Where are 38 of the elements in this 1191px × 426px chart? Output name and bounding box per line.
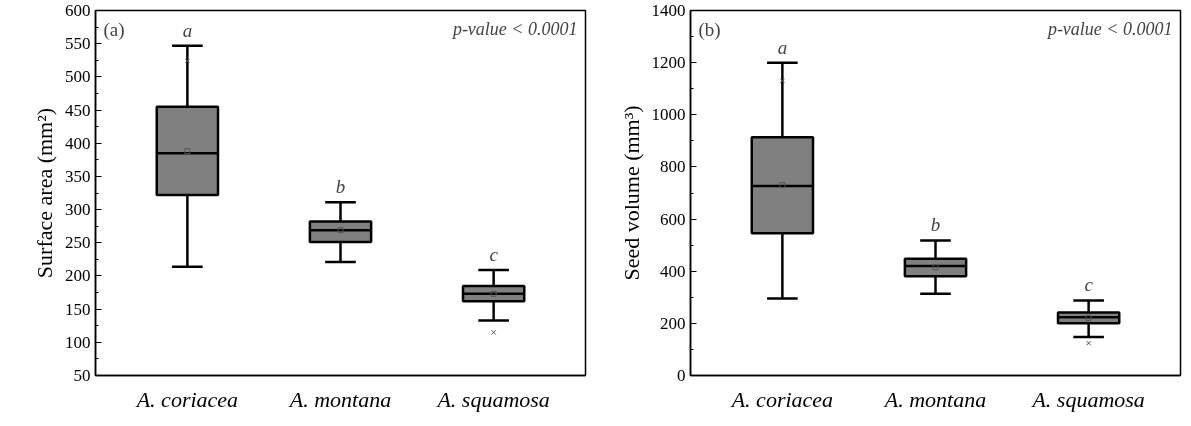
y-tick-label: 350 xyxy=(65,166,91,186)
x-tick-label: A. squamosa xyxy=(1030,386,1145,412)
y-tick-label: 200 xyxy=(65,266,91,286)
y-tick-label: 300 xyxy=(65,200,91,220)
y-tick-label: 250 xyxy=(65,233,91,253)
y-tick-label: 100 xyxy=(65,332,91,352)
annotation: (b) xyxy=(698,18,721,41)
x-tick-label: A. coriacea xyxy=(729,386,834,412)
y-tick-label: 600 xyxy=(660,209,686,229)
annotation: c xyxy=(489,243,499,265)
annotation: a xyxy=(182,19,193,41)
y-tick-label: 500 xyxy=(65,67,91,87)
annotation: b xyxy=(335,176,346,198)
y-tick-label: 550 xyxy=(65,34,91,54)
y-axis-title: Seed volume (mm³) xyxy=(618,105,644,281)
y-tick-label: 1400 xyxy=(651,1,686,20)
annotation: p-value < 0.0001 xyxy=(1045,18,1173,39)
x-tick-label: A. squamosa xyxy=(435,386,550,412)
y-tick-label: 400 xyxy=(660,261,686,281)
annotation: b xyxy=(930,214,941,236)
y-tick-label: 0 xyxy=(677,366,686,385)
y-tick-label: 200 xyxy=(660,313,686,333)
y-tick-label: 1200 xyxy=(651,53,686,73)
annotation: p-value < 0.0001 xyxy=(450,18,578,39)
y-tick-label: 400 xyxy=(65,133,91,153)
y-axis-title: Surface area (mm²) xyxy=(32,107,57,279)
x-tick-label: A. montana xyxy=(882,386,987,412)
annotation: c xyxy=(1084,274,1094,296)
x-tick-label: A. coriacea xyxy=(134,386,239,412)
y-tick-label: 800 xyxy=(660,157,686,177)
y-tick-label: 150 xyxy=(65,299,91,319)
x-tick-label: A. montana xyxy=(287,386,392,412)
y-tick-label: 600 xyxy=(65,1,91,20)
annotation: (a) xyxy=(103,18,125,41)
y-tick-label: 1000 xyxy=(651,105,686,125)
y-tick-label: 450 xyxy=(65,100,91,120)
annotation: a xyxy=(777,36,788,58)
y-tick-label: 50 xyxy=(73,366,91,385)
